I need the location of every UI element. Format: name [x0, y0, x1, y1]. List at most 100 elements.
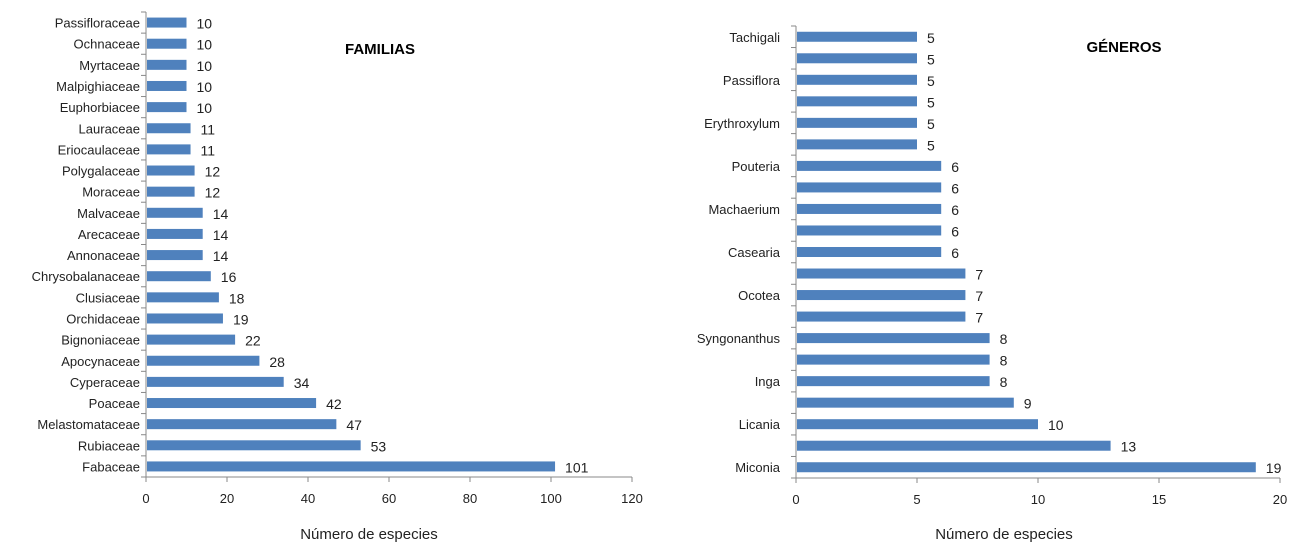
generos-category-label: Syngonanthus	[697, 331, 781, 346]
generos-bar	[797, 31, 917, 42]
generos-chart: 0 5 10 15 20 Miconia 19 13 Licania 10 9 Inga 8 8 Syngo…	[697, 25, 1287, 543]
familias-category-label: Cyperaceae	[70, 375, 140, 390]
familias-bar	[147, 165, 195, 176]
generos-category-label: Machaerium	[708, 202, 780, 217]
familias-x-tick-label: 100	[540, 491, 562, 506]
familias-category-label: Malpighiaceae	[56, 79, 140, 94]
familias-data-label: 14	[213, 206, 229, 222]
generos-data-label: 8	[1000, 331, 1008, 347]
generos-category-label: Inga	[755, 374, 781, 389]
familias-bar	[147, 376, 284, 387]
familias-data-label: 53	[371, 438, 387, 454]
familias-bar	[147, 186, 195, 197]
generos-bar	[797, 96, 917, 107]
generos-category-label: Pouteria	[732, 159, 781, 174]
generos-bar	[797, 74, 917, 85]
familias-bar	[147, 17, 187, 28]
familias-x-tick-label: 80	[463, 491, 477, 506]
familias-data-label: 10	[197, 79, 213, 95]
familias-bar	[147, 38, 187, 49]
generos-x-axis-title: Número de especies	[935, 526, 1073, 543]
generos-bar	[797, 268, 966, 279]
familias-chart-title: FAMILIAS	[345, 41, 415, 58]
generos-bar	[797, 354, 990, 365]
familias-data-label: 101	[565, 459, 589, 475]
generos-data-label: 7	[975, 288, 983, 304]
familias-category-label: Chrysobalanaceae	[32, 269, 140, 284]
generos-data-label: 8	[1000, 353, 1008, 369]
familias-bar	[147, 292, 219, 303]
familias-category-label: Lauraceae	[79, 121, 140, 136]
familias-data-label: 11	[201, 121, 216, 137]
familias-category-label: Apocynaceae	[61, 354, 140, 369]
familias-x-tick-label: 40	[301, 491, 315, 506]
familias-data-label: 47	[346, 417, 362, 433]
familias-bar	[147, 461, 556, 472]
familias-category-label: Rubiaceae	[78, 438, 140, 453]
familias-data-label: 14	[213, 248, 229, 264]
generos-data-label: 5	[927, 116, 935, 132]
generos-category-label: Ocotea	[738, 288, 781, 303]
generos-data-label: 10	[1048, 417, 1064, 433]
familias-x-tick-label: 0	[142, 491, 149, 506]
familias-bar	[147, 355, 260, 366]
familias-data-label: 22	[245, 333, 261, 349]
generos-category-label: Tachigali	[729, 30, 780, 45]
familias-bar	[147, 313, 223, 324]
familias-category-label: Poaceae	[89, 396, 140, 411]
generos-bar	[797, 139, 917, 150]
familias-category-label: Clusiaceae	[76, 290, 140, 305]
familias-category-label: Euphorbiacee	[60, 100, 140, 115]
familias-x-axis-title: Número de especies	[300, 526, 438, 543]
generos-data-label: 6	[951, 202, 959, 218]
familias-category-label: Orchidaceae	[66, 311, 140, 326]
generos-data-label: 5	[927, 73, 935, 89]
familias-bar	[147, 123, 191, 134]
familias-x-tick-label: 120	[621, 491, 643, 506]
generos-x-tick-label: 0	[792, 492, 799, 507]
familias-data-label: 10	[197, 37, 213, 53]
generos-data-label: 5	[927, 30, 935, 46]
familias-category-label: Ochnaceae	[74, 37, 141, 52]
familias-bar	[147, 207, 203, 218]
generos-bar	[797, 182, 942, 193]
familias-category-label: Fabaceae	[82, 459, 140, 474]
familias-category-label: Arecaceae	[78, 227, 140, 242]
generos-bar	[797, 160, 942, 171]
generos-bar	[797, 247, 942, 257]
generos-data-label: 6	[951, 223, 959, 239]
generos-data-label: 13	[1121, 439, 1137, 455]
generos-data-label: 5	[927, 137, 935, 153]
familias-category-label: Bignoniaceae	[61, 333, 140, 348]
generos-bar	[797, 462, 1256, 473]
generos-data-label: 5	[927, 51, 935, 67]
familias-data-label: 10	[197, 16, 213, 32]
generos-data-label: 6	[951, 180, 959, 196]
generos-bar	[797, 225, 942, 236]
familias-bar	[147, 334, 236, 345]
familias-data-label: 19	[233, 311, 249, 327]
familias-bar	[147, 102, 187, 113]
generos-bar	[797, 419, 1038, 430]
familias-bar	[147, 271, 211, 282]
generos-data-label: 19	[1266, 460, 1282, 476]
familias-data-label: 18	[229, 290, 245, 306]
familias-bar	[147, 228, 203, 239]
generos-category-label: Erythroxylum	[704, 116, 780, 131]
familias-data-label: 10	[197, 100, 213, 116]
generos-category-label: Casearia	[728, 245, 781, 260]
generos-bar	[797, 333, 990, 344]
familias-category-label: Malvaceae	[77, 206, 140, 221]
generos-bar	[797, 311, 966, 322]
familias-x-tick-label: 20	[220, 491, 234, 506]
generos-data-label: 8	[1000, 374, 1008, 390]
generos-category-label: Miconia	[735, 460, 781, 475]
familias-data-label: 10	[197, 58, 213, 74]
familias-bar	[147, 144, 191, 155]
familias-category-label: Passifloraceae	[55, 16, 140, 31]
generos-data-label: 5	[927, 94, 935, 110]
familias-category-label: Annonaceae	[67, 248, 140, 263]
familias-bar	[147, 398, 317, 409]
familias-data-label: 42	[326, 396, 342, 412]
